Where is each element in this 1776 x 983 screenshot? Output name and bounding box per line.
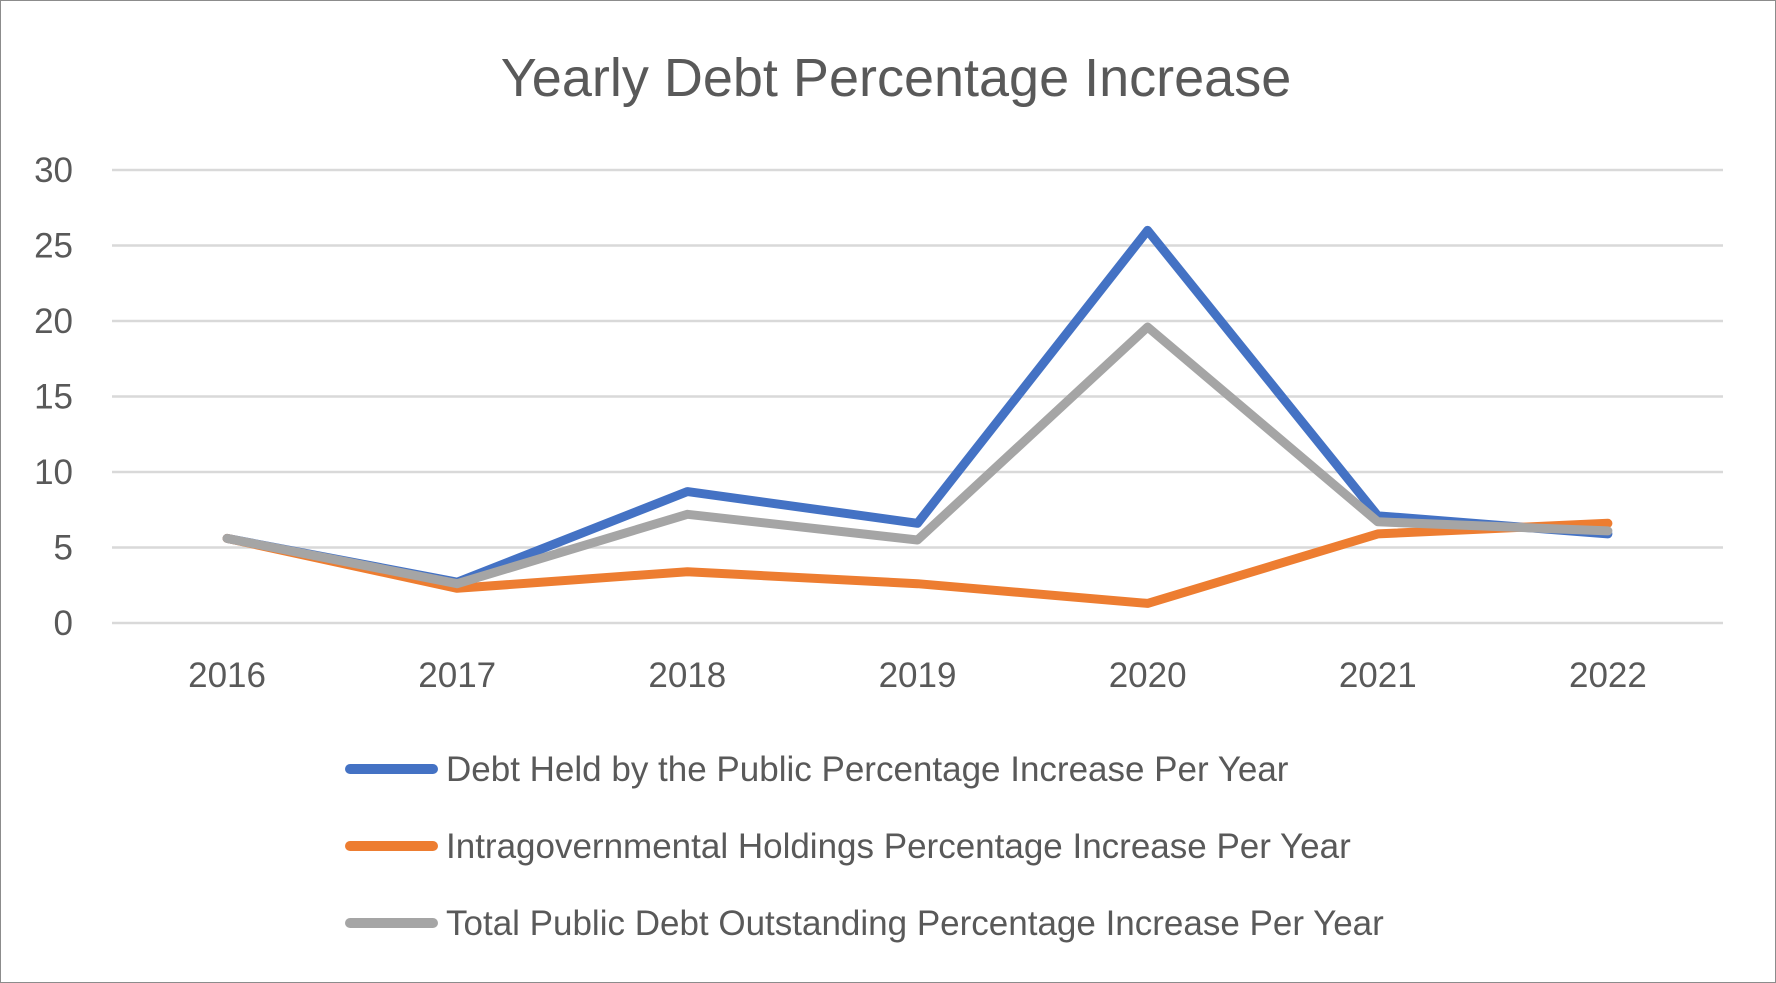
series-lines — [222, 225, 1613, 608]
y-tick-label: 10 — [34, 453, 73, 492]
y-tick-label: 30 — [34, 151, 73, 190]
y-tick-label: 0 — [54, 604, 73, 643]
legend-label: Intragovernmental Holdings Percentage In… — [446, 827, 1351, 866]
x-tick-label: 2020 — [1109, 656, 1187, 695]
legend-label: Debt Held by the Public Percentage Incre… — [446, 750, 1289, 789]
x-tick-label: 2022 — [1569, 656, 1647, 695]
legend-label: Total Public Debt Outstanding Percentage… — [446, 904, 1384, 943]
legend: Debt Held by the Public Percentage Incre… — [345, 750, 1384, 943]
series-line-2 — [222, 518, 1613, 608]
legend-item-2: Intragovernmental Holdings Percentage In… — [345, 827, 1351, 866]
x-tick-label: 2018 — [648, 656, 726, 695]
legend-item-1: Debt Held by the Public Percentage Incre… — [345, 750, 1289, 789]
series-line-3 — [222, 322, 1613, 589]
x-tick-label: 2021 — [1339, 656, 1417, 695]
y-axis-tick-labels: 0 5 10 15 20 25 30 — [34, 151, 73, 643]
y-tick-label: 25 — [34, 227, 73, 266]
legend-item-3: Total Public Debt Outstanding Percentage… — [345, 904, 1384, 943]
series-3 — [222, 322, 1613, 589]
x-axis-tick-labels: 2016 2017 2018 2019 2020 2021 2022 — [188, 656, 1647, 695]
y-tick-label: 15 — [34, 378, 73, 417]
x-tick-label: 2017 — [418, 656, 496, 695]
x-tick-label: 2016 — [188, 656, 266, 695]
y-tick-label: 20 — [34, 302, 73, 341]
gridlines — [112, 168, 1723, 625]
y-tick-label: 5 — [54, 529, 73, 568]
chart-title: Yearly Debt Percentage Increase — [501, 48, 1292, 108]
x-tick-label: 2019 — [879, 656, 957, 695]
